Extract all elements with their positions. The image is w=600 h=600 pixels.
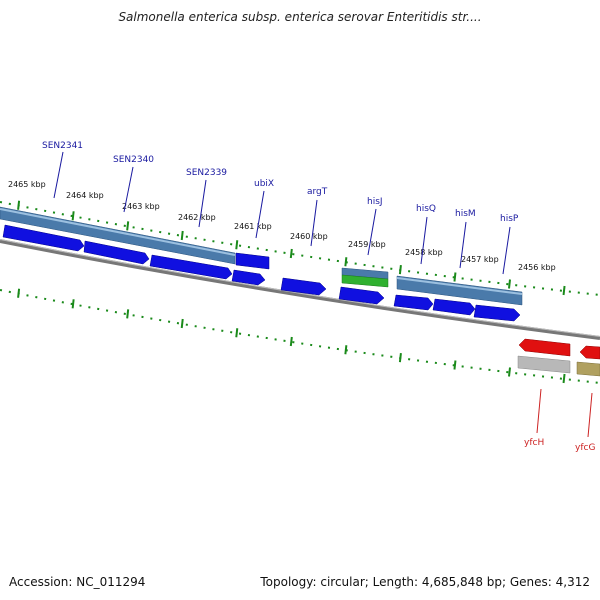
cds-yfcH[interactable]: [518, 338, 571, 357]
kbp-label-2465: 2465 kbp: [8, 180, 46, 189]
outer-ruler-major-tick: [180, 230, 184, 241]
gene-label-yfcH: yfcH: [524, 438, 544, 448]
inner-ruler-major-tick: [562, 373, 566, 384]
outer-ruler-major-tick: [17, 200, 21, 210]
inner-ruler-major-tick: [71, 299, 75, 309]
inner-ruler-major-tick: [398, 353, 402, 363]
leader-sen2339: [198, 179, 207, 228]
genome-summary: Topology: circular; Length: 4,685,848 bp…: [260, 575, 590, 589]
gene-block-hisQMP-shine: [396, 277, 523, 295]
kbp-label-2461: 2461 kbp: [234, 222, 272, 231]
genome-backbone-highlight: [0, 239, 600, 337]
accession-text: Accession: NC_011294: [9, 575, 146, 589]
gene-yfcH[interactable]: [517, 355, 571, 374]
map-title: Salmonella enterica subsp. enterica sero…: [118, 10, 482, 24]
cds-sen2340[interactable]: [83, 240, 150, 265]
outer-ruler-major-tick: [344, 257, 348, 267]
leader-hisQ: [420, 216, 428, 265]
kbp-label-2459: 2459 kbp: [348, 240, 386, 249]
cds-ubiX-a[interactable]: [235, 252, 270, 270]
genome-backbone: [0, 239, 600, 340]
kbp-label-2458: 2458 kbp: [405, 248, 443, 257]
inner-ruler-major-tick: [344, 345, 348, 355]
gene-label-sen2340: SEN2340: [113, 155, 154, 165]
kbp-label-2457: 2457 kbp: [461, 255, 499, 264]
gene-label-yfcG: yfcG: [575, 443, 595, 453]
leader-sen2340: [123, 166, 134, 213]
inner-ruler-major-tick: [17, 288, 21, 298]
cds-hisQ[interactable]: [393, 294, 434, 311]
inner-ruler-major-tick: [289, 336, 293, 347]
gene-block-sen2341-sen2339-shine: [0, 208, 236, 256]
gene-label-hisJ: hisJ: [367, 197, 383, 207]
cds-hisJ[interactable]: [338, 286, 385, 305]
cds-hisP[interactable]: [473, 304, 521, 322]
inner-ruler-major-tick: [508, 367, 511, 377]
gene-label-hisM: hisM: [455, 209, 476, 219]
cds-sen2339[interactable]: [149, 254, 233, 280]
outer-ruler-major-tick: [289, 248, 293, 259]
gene-label-argT: argT: [307, 187, 328, 197]
outer-ruler-major-tick: [562, 285, 566, 296]
gene-block-hisQMP[interactable]: [396, 275, 523, 306]
cds-yfcG[interactable]: [579, 345, 600, 360]
outer-ruler-major-tick: [126, 221, 130, 231]
outer-major-ticks: [17, 200, 566, 296]
kbp-label-2463: 2463 kbp: [122, 202, 160, 211]
outer-ruler-major-tick: [453, 272, 457, 282]
pseudo-yfcG[interactable]: [576, 361, 600, 377]
inner-ruler-major-tick: [235, 328, 239, 338]
gene-label-ubiX: ubiX: [254, 179, 274, 189]
leader-hisM: [459, 221, 467, 269]
inner-ruler-major-tick: [180, 318, 184, 329]
inner-ruler: [0, 289, 600, 384]
outer-ruler-major-tick: [235, 240, 239, 250]
outer-ruler-major-tick: [398, 265, 402, 275]
gene-label-hisQ: hisQ: [416, 204, 436, 214]
gene-label-hisP: hisP: [500, 214, 519, 224]
leader-hisJ: [367, 208, 377, 256]
outer-ruler-major-tick: [71, 211, 75, 221]
leader-hisP: [502, 226, 511, 275]
leader-yfcG: [587, 392, 593, 438]
cds-hisM[interactable]: [432, 298, 476, 316]
kbp-label-2464: 2464 kbp: [66, 191, 104, 200]
cds-ubiX-b[interactable]: [231, 269, 266, 286]
gene-label-sen2339: SEN2339: [186, 168, 227, 178]
leader-argT: [310, 199, 318, 247]
inner-major-ticks: [17, 288, 566, 384]
kbp-label-2456: 2456 kbp: [518, 263, 556, 272]
outer-ruler-major-tick: [508, 279, 511, 289]
kbp-label-2462: 2462 kbp: [178, 213, 216, 222]
inner-ruler-major-tick: [126, 309, 130, 319]
rna-hisJ[interactable]: [341, 274, 389, 288]
cds-sen2341[interactable]: [2, 224, 85, 252]
kbp-label-2460: 2460 kbp: [290, 232, 328, 241]
leader-sen2341: [53, 151, 64, 199]
cds-argT[interactable]: [280, 277, 327, 296]
gene-label-sen2341: SEN2341: [42, 141, 83, 151]
inner-ruler-major-tick: [453, 360, 457, 370]
leader-yfcH: [536, 388, 542, 434]
leader-ubiX: [255, 190, 265, 239]
outer-ruler: [0, 201, 600, 296]
